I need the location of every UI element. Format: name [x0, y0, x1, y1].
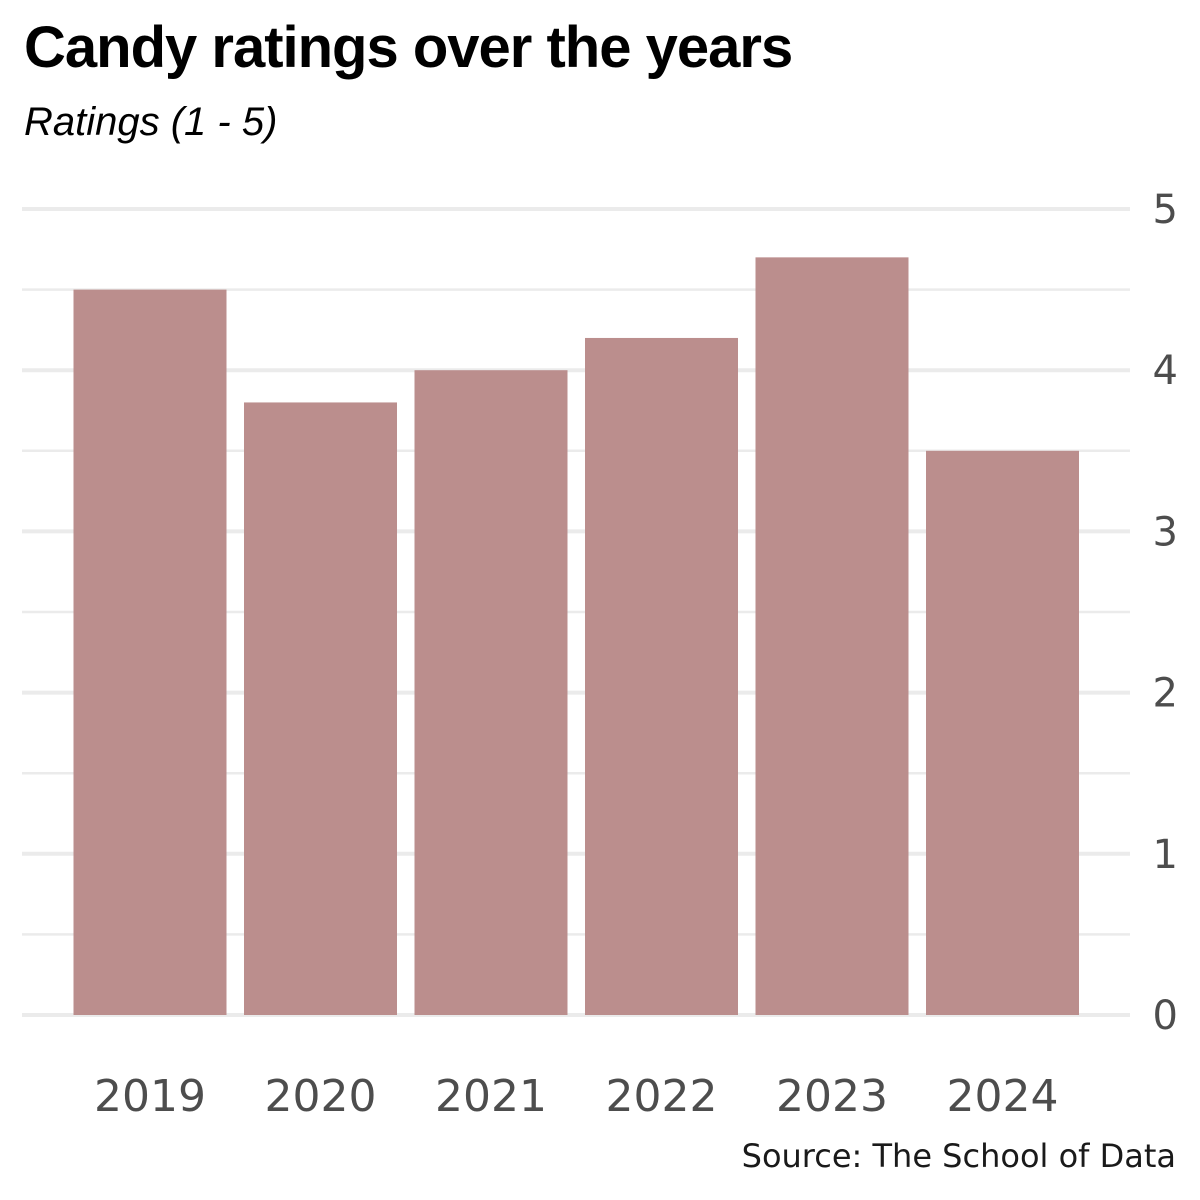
bar-2024: [926, 450, 1079, 1015]
y-tick-label: 5: [1153, 187, 1178, 233]
y-tick-label: 4: [1153, 348, 1178, 394]
x-tick-label: 2024: [947, 1071, 1059, 1122]
x-tick-label: 2022: [606, 1071, 718, 1122]
x-tick-label: 2020: [265, 1071, 377, 1122]
bars: [73, 257, 1079, 1016]
bar-2019: [73, 289, 227, 1016]
y-tick-label: 2: [1153, 671, 1178, 717]
source-note: Source: The School of Data: [741, 1137, 1176, 1175]
y-tick-label: 0: [1153, 993, 1178, 1039]
y-tick-label: 3: [1153, 509, 1178, 555]
x-tick-label: 2021: [435, 1071, 547, 1122]
bar-2023: [755, 257, 909, 1015]
x-tick-label: 2023: [776, 1071, 888, 1122]
x-tick-label: 2019: [94, 1071, 206, 1122]
bar-2020: [244, 402, 397, 1015]
y-axis-ticks: 0 1 2 3 4 5: [1153, 187, 1178, 1039]
chart-title: Candy ratings over the years: [24, 15, 793, 80]
y-tick-label: 1: [1153, 832, 1178, 878]
bar-2022: [585, 337, 738, 1016]
bar-2021: [414, 370, 568, 1015]
x-axis-ticks: 2019 2020 2021 2022 2023 2024: [94, 1071, 1058, 1122]
chart-subtitle: Ratings (1 - 5): [24, 100, 278, 144]
